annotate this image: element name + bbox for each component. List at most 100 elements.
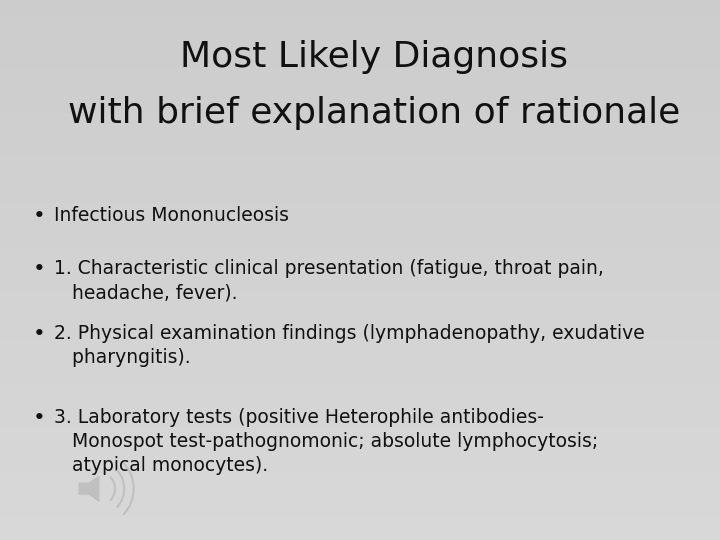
Bar <box>0 171 720 173</box>
Bar <box>0 243 720 245</box>
Bar <box>0 329 720 331</box>
Bar <box>0 38 720 39</box>
Bar <box>0 515 720 517</box>
Bar <box>0 124 720 126</box>
Bar <box>0 525 720 528</box>
Bar <box>0 207 720 209</box>
Bar <box>0 437 720 439</box>
Bar <box>0 312 720 313</box>
Bar <box>0 317 720 319</box>
Bar <box>0 204 720 205</box>
Bar <box>0 488 720 490</box>
Bar <box>0 234 720 236</box>
Bar <box>0 412 720 414</box>
Bar <box>0 285 720 286</box>
Bar <box>0 150 720 151</box>
Bar <box>0 221 720 223</box>
Bar <box>0 290 720 292</box>
Bar <box>0 130 720 131</box>
Bar <box>0 420 720 421</box>
Bar <box>0 96 720 97</box>
Bar <box>0 275 720 277</box>
Bar <box>0 439 720 441</box>
Bar <box>0 79 720 81</box>
Bar <box>0 493 720 495</box>
Bar <box>0 119 720 120</box>
Bar <box>0 180 720 182</box>
Bar <box>0 236 720 238</box>
Bar <box>0 366 720 367</box>
Bar <box>0 508 720 509</box>
Bar <box>0 32 720 34</box>
Bar <box>0 454 720 455</box>
Bar <box>0 85 720 86</box>
Bar <box>0 353 720 355</box>
Bar <box>0 529 720 531</box>
Bar <box>0 306 720 308</box>
Bar <box>0 457 720 459</box>
Bar <box>0 22 720 23</box>
Bar <box>0 61 720 63</box>
Bar <box>0 481 720 482</box>
Bar <box>0 461 720 463</box>
Bar <box>0 70 720 72</box>
Bar <box>0 147 720 150</box>
Bar <box>0 16 720 18</box>
Bar <box>0 72 720 74</box>
Bar <box>0 263 720 265</box>
Bar <box>0 223 720 225</box>
Bar <box>0 474 720 475</box>
Bar <box>0 157 720 158</box>
Bar <box>0 23 720 25</box>
Bar <box>0 490 720 491</box>
Bar <box>0 506 720 508</box>
Bar <box>0 513 720 515</box>
Bar <box>0 407 720 409</box>
Bar <box>0 92 720 93</box>
Bar <box>0 470 720 471</box>
Bar <box>0 99 720 101</box>
Text: with brief explanation of rationale: with brief explanation of rationale <box>68 97 680 130</box>
Bar <box>0 355 720 356</box>
Bar <box>0 34 720 36</box>
Bar <box>0 390 720 393</box>
Bar <box>0 459 720 461</box>
Bar <box>0 193 720 194</box>
Bar <box>0 528 720 529</box>
Bar <box>0 347 720 349</box>
Bar <box>0 371 720 373</box>
Bar <box>0 383 720 385</box>
Bar <box>0 209 720 211</box>
Bar <box>0 405 720 407</box>
Bar <box>0 484 720 486</box>
Bar <box>0 295 720 297</box>
Bar <box>0 268 720 270</box>
Bar <box>0 137 720 139</box>
Bar <box>0 65 720 66</box>
Bar <box>0 297 720 299</box>
Bar <box>0 279 720 281</box>
Bar <box>0 477 720 479</box>
Bar <box>0 232 720 234</box>
Bar <box>0 194 720 196</box>
Bar <box>0 266 720 268</box>
Bar <box>0 131 720 133</box>
Bar <box>0 293 720 295</box>
Bar <box>0 42 720 43</box>
Bar <box>0 373 720 374</box>
Bar <box>0 81 720 83</box>
Bar <box>0 434 720 436</box>
Bar <box>0 536 720 538</box>
Bar <box>0 520 720 522</box>
Bar <box>0 382 720 383</box>
Bar <box>0 421 720 423</box>
Bar <box>0 398 720 400</box>
Bar <box>0 88 720 90</box>
Bar <box>0 358 720 360</box>
Bar <box>0 320 720 322</box>
Text: 2. Physical examination findings (lymphadenopathy, exudative
   pharyngitis).: 2. Physical examination findings (lympha… <box>54 324 644 367</box>
Bar <box>0 77 720 79</box>
Bar <box>0 409 720 410</box>
Bar <box>0 151 720 153</box>
Bar <box>0 63 720 65</box>
